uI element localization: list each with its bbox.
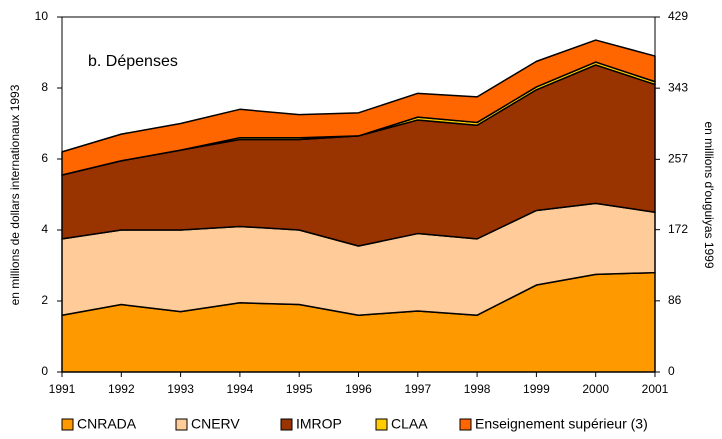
legend-swatch [459,418,472,431]
y2-tick-label: 429 [668,9,688,23]
x-tick-label: 1997 [404,382,431,396]
x-tick-label: 1993 [167,382,194,396]
y2-tick-label: 86 [668,293,682,307]
areas [61,39,656,373]
y-tick-label: 4 [41,222,48,236]
y2-tick-label: 257 [668,152,688,166]
y-tick-label: 6 [41,151,48,165]
y2-axis-title: en millions d'ouguiyas 1999 [702,121,716,268]
legend-label: CNERV [191,416,240,432]
y2-tick-label: 172 [668,222,688,236]
legend-label: IMROP [296,416,342,432]
x-tick-label: 2000 [582,382,609,396]
legend: CNRADA CNERV IMROP CLAA Enseignement supérie… [61,416,648,432]
legend-swatch [280,418,293,431]
legend-label: Enseignement supérieur (3) [475,416,648,432]
legend-label: CNRADA [77,416,137,432]
legend-swatch [61,418,74,431]
y-tick-label: 8 [41,80,48,94]
legend-label: CLAA [391,416,428,432]
y-tick-label: 10 [35,9,49,23]
y-tick-label: 0 [41,364,48,378]
y2-tick-label: 0 [668,364,675,378]
y-axis-title: en millions de dollars internationaux 19… [8,84,22,305]
legend-swatch [175,418,188,431]
chart-title: b. Dépenses [88,53,178,70]
x-tick-label: 1995 [286,382,313,396]
x-tick-label: 1992 [108,382,135,396]
legend-swatch [375,418,388,431]
x-tick-label: 1996 [345,382,372,396]
y2-tick-label: 343 [668,80,688,94]
x-tick-label: 2001 [642,382,669,396]
x-tick-label: 1999 [523,382,550,396]
x-tick-label: 1998 [464,382,491,396]
x-tick-label: 1991 [49,382,76,396]
y-tick-label: 2 [41,293,48,307]
x-tick-label: 1994 [227,382,254,396]
